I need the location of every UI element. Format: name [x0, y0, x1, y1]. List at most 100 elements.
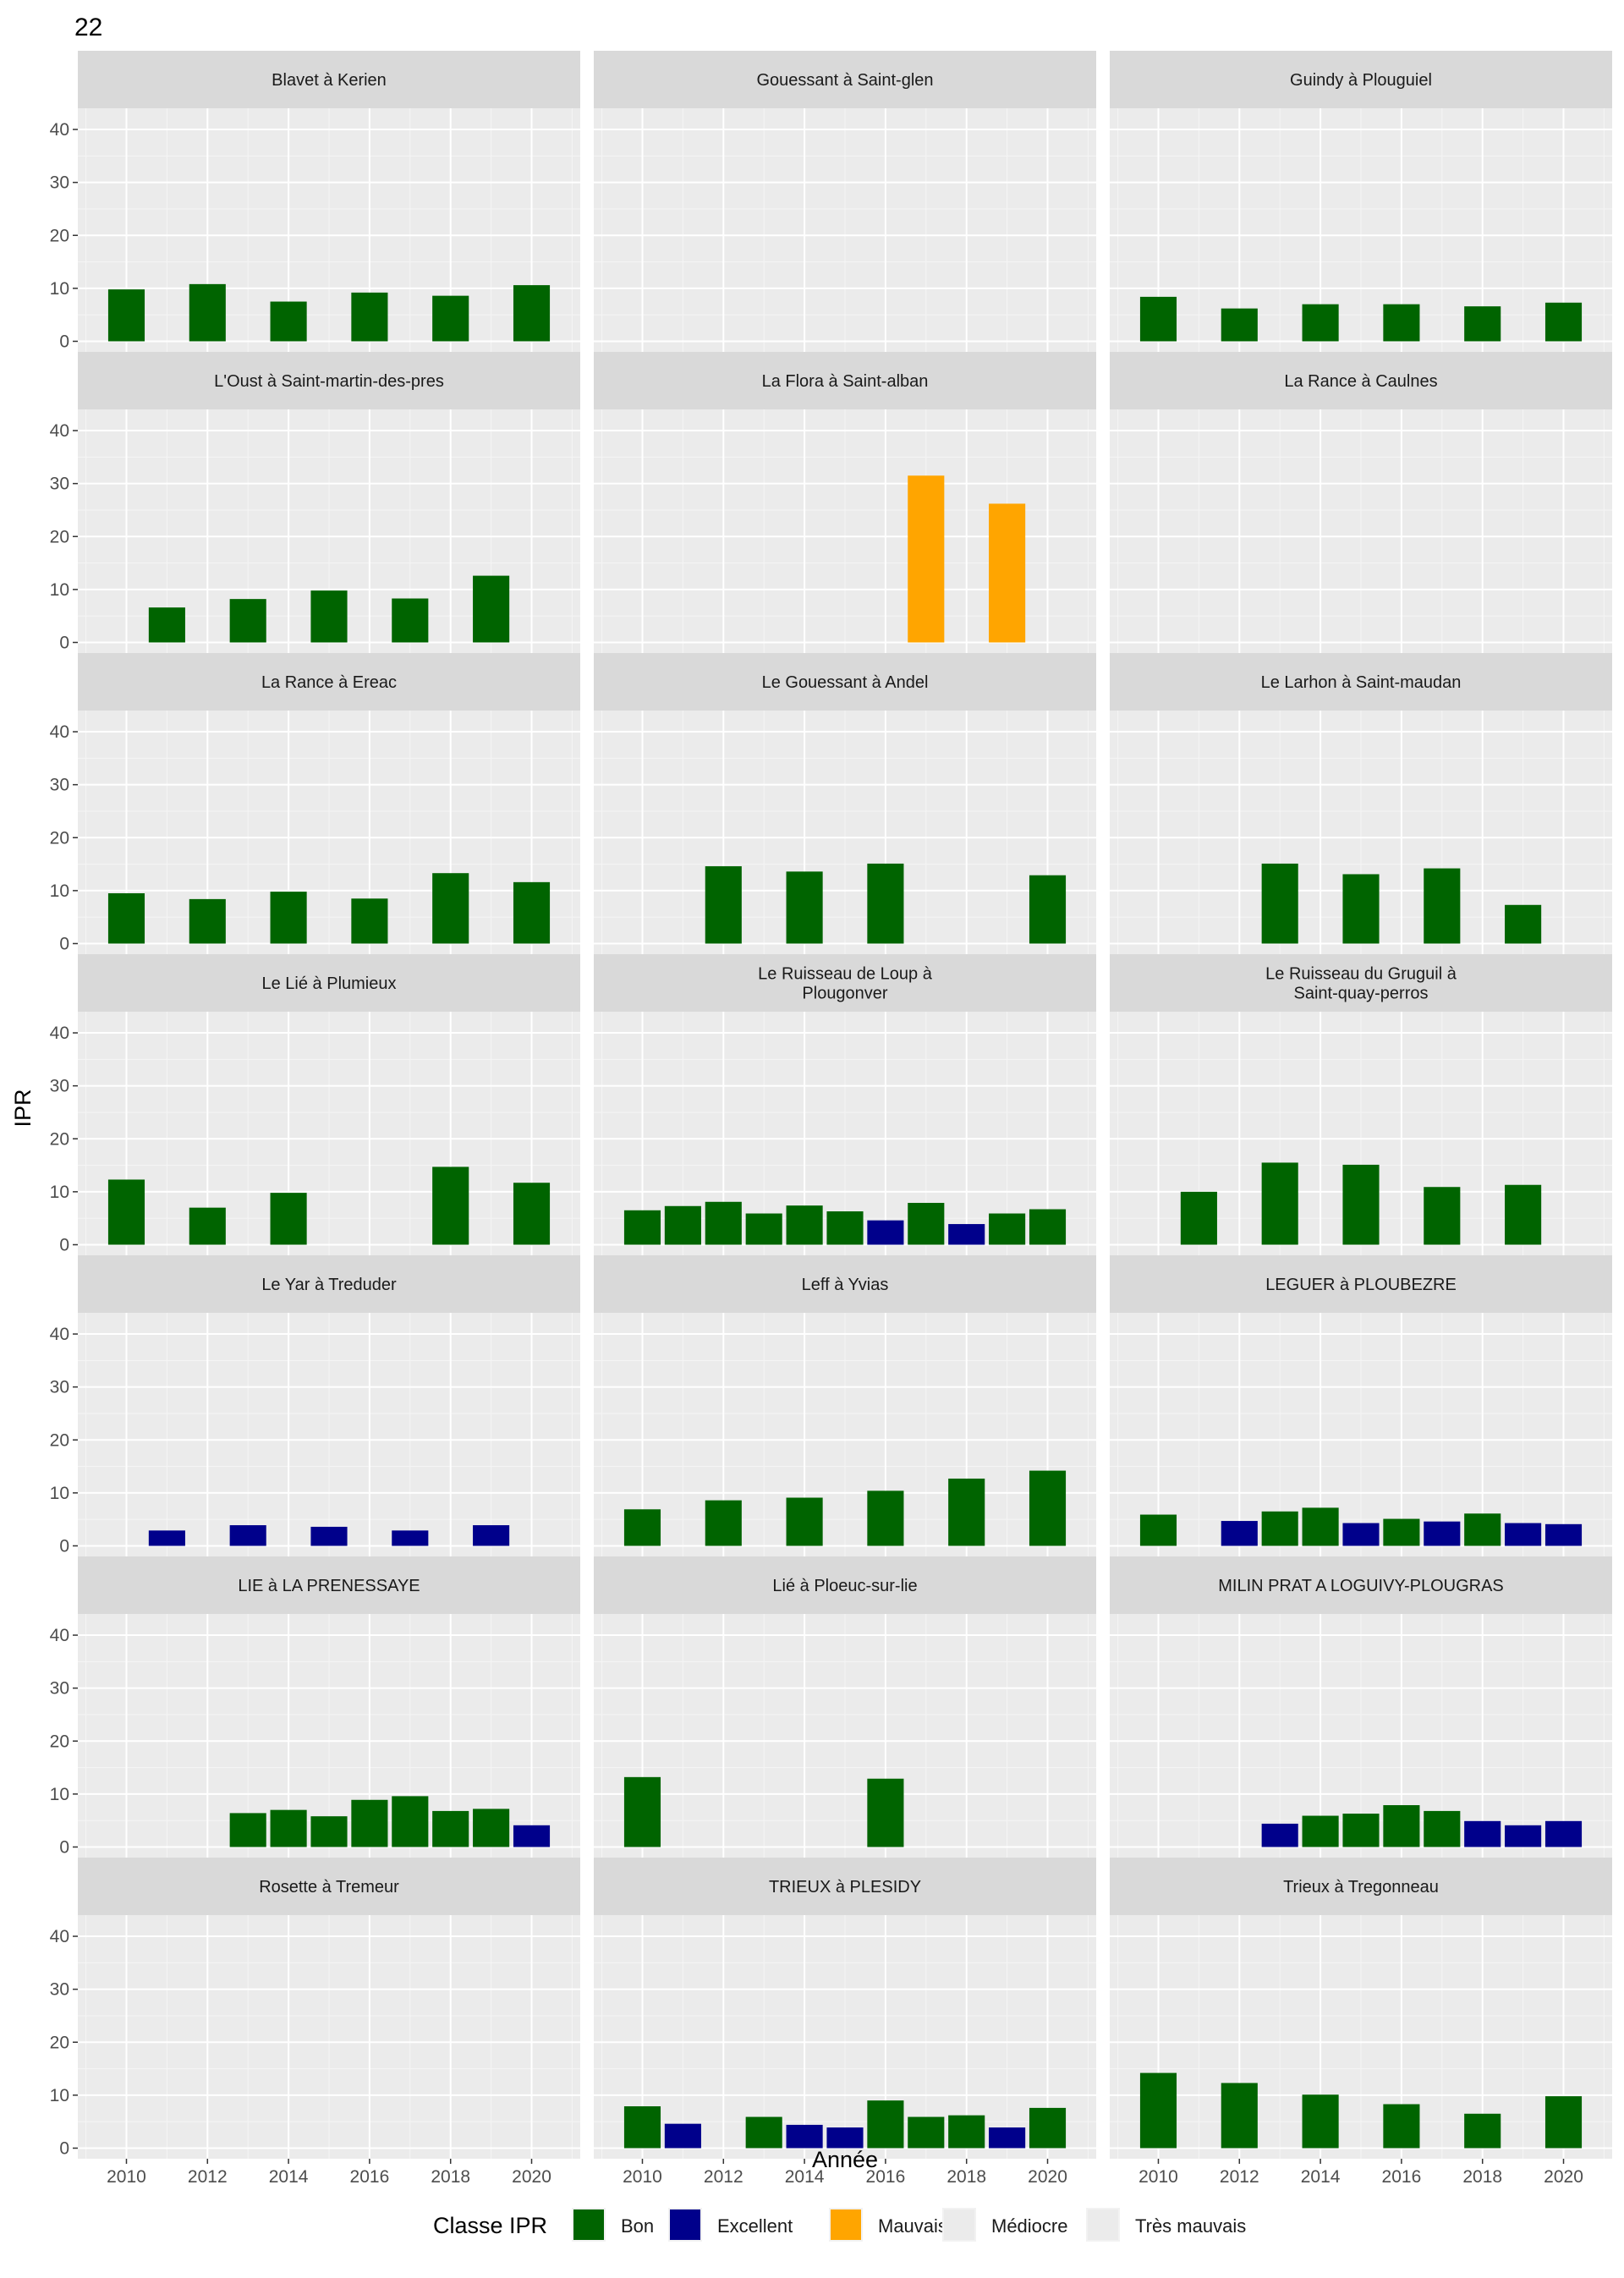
facet-strip [594, 51, 1096, 108]
x-tick-label: 2016 [350, 2167, 390, 2187]
facet-strip [78, 653, 580, 711]
x-tick-label: 2010 [1138, 2167, 1178, 2187]
chart-title: 22 [74, 14, 102, 41]
bar [513, 1825, 551, 1847]
facet-title: Leff à Yvias [802, 1276, 889, 1294]
facet-strip [1110, 1556, 1612, 1614]
bar [705, 866, 742, 944]
facet-panel: La Flora à Saint-alban201020122014201620… [594, 352, 1096, 681]
legend-label: Mauvais [878, 2215, 947, 2237]
x-tick-label: 2018 [946, 2167, 986, 2187]
facet-panel: Le Gouessant à Andel20102012201420162018… [594, 653, 1096, 982]
bar [1464, 2113, 1501, 2149]
y-tick-label: 0 [59, 633, 69, 652]
bar [1464, 306, 1501, 342]
y-tick-label: 20 [50, 1732, 69, 1751]
bar [623, 1509, 661, 1546]
bar [867, 863, 904, 944]
facet-panel: Le Lié à Plumieux20102012201420162018202… [50, 954, 580, 1283]
bar [1029, 1209, 1067, 1245]
bar [189, 898, 226, 944]
legend-label: Bon [621, 2215, 654, 2237]
bar [623, 1776, 661, 1847]
bar [826, 2127, 864, 2149]
bar [1261, 1511, 1298, 1546]
y-tick-label: 0 [59, 1536, 69, 1556]
bar [1342, 1814, 1380, 1847]
legend-item: Bon [572, 2208, 654, 2242]
bar [107, 289, 145, 342]
bar [1424, 868, 1461, 944]
facet-strip [1110, 51, 1612, 108]
bar [948, 1478, 985, 1546]
facet-strip [594, 1858, 1096, 1915]
facet-strip [78, 51, 580, 108]
bar [1221, 308, 1258, 342]
bar [229, 1525, 266, 1546]
facet-strip [78, 1255, 580, 1313]
x-tick-label: 2014 [269, 2167, 309, 2187]
bar [1302, 1507, 1339, 1546]
legend-key [831, 2209, 861, 2240]
bar [623, 2106, 661, 2149]
x-tick-label: 2010 [107, 2167, 146, 2187]
facet-panel: La Rance à Ereac201020122014201620182020… [50, 653, 580, 982]
bar [473, 1525, 510, 1546]
bar [310, 1526, 348, 1546]
bar [189, 283, 226, 342]
bar [705, 1201, 742, 1245]
bar [392, 1530, 429, 1546]
facet-panel: Leff à Yvias201020122014201620182020 [594, 1255, 1096, 1584]
bar [1383, 304, 1420, 342]
x-tick-label: 2010 [623, 2167, 662, 2187]
y-tick-label: 0 [59, 934, 69, 953]
y-tick-label: 20 [50, 828, 69, 848]
bar [1029, 2107, 1067, 2149]
legend-label: Médiocre [991, 2215, 1067, 2237]
bar [1505, 1523, 1542, 1546]
y-tick-label: 40 [50, 1626, 69, 1645]
x-tick-label: 2012 [1220, 2167, 1259, 2187]
bar [664, 2123, 701, 2149]
bar [786, 2124, 823, 2149]
bar [148, 1530, 185, 1546]
facet-title: LEGUER à PLOUBEZRE [1265, 1276, 1457, 1294]
y-tick-label: 10 [50, 1785, 69, 1804]
bar [107, 893, 145, 944]
legend-item: Mauvais [829, 2208, 947, 2242]
facet-title: Le Gouessant à Andel [762, 673, 929, 692]
bar [1383, 2104, 1420, 2149]
facet-title: Rosette à Tremeur [259, 1878, 399, 1897]
bar [1029, 875, 1067, 944]
bar [1544, 2096, 1583, 2149]
facet-title: Blavet à Kerien [272, 71, 387, 90]
bar [1261, 1823, 1298, 1847]
bar [664, 1205, 701, 1245]
bar [1383, 1805, 1420, 1847]
bar [1544, 1523, 1583, 1546]
y-tick-label: 10 [50, 881, 69, 901]
facet-title: Le Ruisseau de Loup à [758, 965, 933, 984]
facet-panel: LIE à LA PRENESSAYE201020122014201620182… [50, 1556, 580, 1886]
bar [989, 503, 1026, 643]
bar [513, 285, 551, 342]
bar [432, 1166, 469, 1245]
bar [1180, 1191, 1217, 1245]
legend-label: Très mauvais [1135, 2215, 1246, 2237]
bar [1424, 1810, 1461, 1847]
bar [351, 1799, 388, 1847]
facet-title: Le Yar à Treduder [261, 1276, 397, 1294]
legend-key [670, 2209, 700, 2240]
bar [1342, 1164, 1380, 1245]
facet-panel: TRIEUX à PLESIDY 2010 2012 2014 2016 2018 2020 [594, 1858, 1096, 2187]
bar [351, 898, 388, 944]
bar [270, 1809, 307, 1847]
facet-strip [1110, 1858, 1612, 1915]
facet-strip [594, 1556, 1096, 1614]
legend-key [944, 2209, 974, 2240]
bar [1505, 904, 1542, 944]
bar [786, 871, 823, 944]
bar [705, 1500, 742, 1546]
bar [1342, 1523, 1380, 1546]
